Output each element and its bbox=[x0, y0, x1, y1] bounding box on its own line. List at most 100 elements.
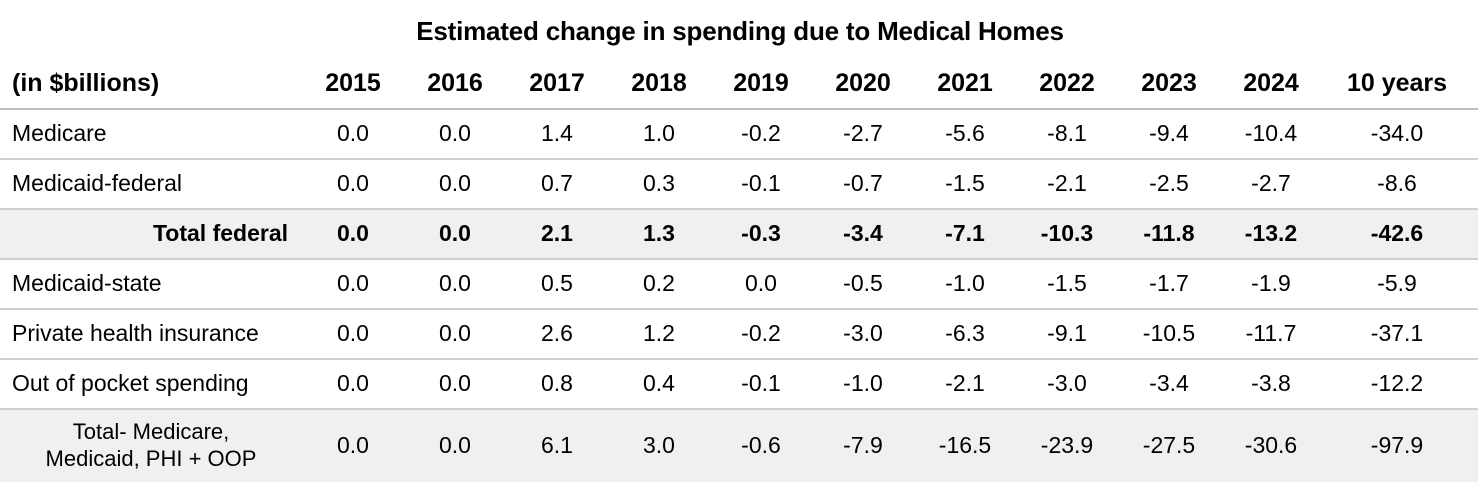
cell: -1.0 bbox=[812, 358, 914, 410]
cell: 0.0 bbox=[302, 358, 404, 410]
cell: -27.5 bbox=[1118, 408, 1220, 482]
cell: 0.2 bbox=[608, 258, 710, 310]
row-label: Private health insurance bbox=[0, 308, 302, 360]
table-body: Medicare 0.0 0.0 1.4 1.0 -0.2 -2.7 -5.6 … bbox=[0, 108, 1478, 482]
cell: 6.1 bbox=[506, 408, 608, 482]
cell: -0.2 bbox=[710, 308, 812, 360]
cell: 0.0 bbox=[302, 408, 404, 482]
column-header-2024: 2024 bbox=[1220, 59, 1322, 110]
cell: 0.0 bbox=[404, 208, 506, 260]
cell: -2.1 bbox=[914, 358, 1016, 410]
cell: 0.0 bbox=[302, 258, 404, 310]
cell: -7.1 bbox=[914, 208, 1016, 260]
column-header-2015: 2015 bbox=[302, 59, 404, 110]
cell: -8.1 bbox=[1016, 108, 1118, 160]
cell-10-years: -42.6 bbox=[1322, 208, 1478, 260]
cell: -0.2 bbox=[710, 108, 812, 160]
column-header-2023: 2023 bbox=[1118, 59, 1220, 110]
row-label: Out of pocket spending bbox=[0, 358, 302, 410]
column-header-2021: 2021 bbox=[914, 59, 1016, 110]
cell: 0.0 bbox=[404, 258, 506, 310]
page-title: Estimated change in spending due to Medi… bbox=[416, 16, 1064, 46]
cell: -10.3 bbox=[1016, 208, 1118, 260]
cell: -16.5 bbox=[914, 408, 1016, 482]
cell: -3.4 bbox=[812, 208, 914, 260]
table-row-private-health-insurance: Private health insurance 0.0 0.0 2.6 1.2… bbox=[0, 308, 1478, 360]
cell: -6.3 bbox=[914, 308, 1016, 360]
cell: -11.7 bbox=[1220, 308, 1322, 360]
cell: 0.4 bbox=[608, 358, 710, 410]
cell: -10.4 bbox=[1220, 108, 1322, 160]
cell: -2.7 bbox=[812, 108, 914, 160]
table-row-out-of-pocket-spending: Out of pocket spending 0.0 0.0 0.8 0.4 -… bbox=[0, 358, 1478, 410]
cell: 1.3 bbox=[608, 208, 710, 260]
cell-10-years: -12.2 bbox=[1322, 358, 1478, 410]
cell: 2.6 bbox=[506, 308, 608, 360]
cell: 0.0 bbox=[302, 108, 404, 160]
cell: -0.1 bbox=[710, 158, 812, 210]
cell: 3.0 bbox=[608, 408, 710, 482]
row-label-line-1: Total- Medicare, bbox=[72, 418, 230, 444]
table-row-medicare: Medicare 0.0 0.0 1.4 1.0 -0.2 -2.7 -5.6 … bbox=[0, 108, 1478, 160]
row-label-line-2: Medicaid, PHI + OOP bbox=[45, 445, 257, 471]
cell: 0.0 bbox=[302, 208, 404, 260]
cell: -3.0 bbox=[812, 308, 914, 360]
cell: 0.0 bbox=[404, 308, 506, 360]
table-row-medicaid-state: Medicaid-state 0.0 0.0 0.5 0.2 0.0 -0.5 … bbox=[0, 258, 1478, 310]
cell: -0.7 bbox=[812, 158, 914, 210]
cell: 0.0 bbox=[404, 158, 506, 210]
cell: -2.1 bbox=[1016, 158, 1118, 210]
column-header-10-years: 10 years bbox=[1322, 59, 1478, 110]
cell-10-years: -97.9 bbox=[1322, 408, 1478, 482]
cell: 0.8 bbox=[506, 358, 608, 410]
cell: -1.9 bbox=[1220, 258, 1322, 310]
cell: -10.5 bbox=[1118, 308, 1220, 360]
cell: -9.1 bbox=[1016, 308, 1118, 360]
cell: -0.3 bbox=[710, 208, 812, 260]
column-header-2017: 2017 bbox=[506, 59, 608, 110]
row-label: Total federal bbox=[0, 208, 302, 260]
cell: -3.8 bbox=[1220, 358, 1322, 410]
cell: -1.0 bbox=[914, 258, 1016, 310]
cell: -13.2 bbox=[1220, 208, 1322, 260]
cell: 2.1 bbox=[506, 208, 608, 260]
column-header-2018: 2018 bbox=[608, 59, 710, 110]
column-header-2020: 2020 bbox=[812, 59, 914, 110]
cell-10-years: -5.9 bbox=[1322, 258, 1478, 310]
cell: -1.5 bbox=[1016, 258, 1118, 310]
cell-10-years: -8.6 bbox=[1322, 158, 1478, 210]
column-header-unit: (in $billions) bbox=[0, 59, 302, 110]
cell: -0.1 bbox=[710, 358, 812, 410]
cell: 0.0 bbox=[404, 408, 506, 482]
cell: 0.0 bbox=[302, 308, 404, 360]
table-header: (in $billions) 2015 2016 2017 2018 2019 … bbox=[0, 59, 1478, 110]
cell: -1.7 bbox=[1118, 258, 1220, 310]
cell: -11.8 bbox=[1118, 208, 1220, 260]
cell: -0.5 bbox=[812, 258, 914, 310]
cell-10-years: -37.1 bbox=[1322, 308, 1478, 360]
cell: 0.0 bbox=[404, 358, 506, 410]
cell: 1.0 bbox=[608, 108, 710, 160]
header-row: (in $billions) 2015 2016 2017 2018 2019 … bbox=[0, 59, 1478, 110]
table-row-total-federal: Total federal 0.0 0.0 2.1 1.3 -0.3 -3.4 … bbox=[0, 208, 1478, 260]
cell: -2.5 bbox=[1118, 158, 1220, 210]
row-label: Medicaid-state bbox=[0, 258, 302, 310]
cell: -7.9 bbox=[812, 408, 914, 482]
column-header-2019: 2019 bbox=[710, 59, 812, 110]
cell: 0.0 bbox=[404, 108, 506, 160]
cell: -3.0 bbox=[1016, 358, 1118, 410]
cell: -2.7 bbox=[1220, 158, 1322, 210]
row-label: Total- Medicare, Medicaid, PHI + OOP bbox=[0, 408, 302, 482]
cell: 0.5 bbox=[506, 258, 608, 310]
cell: -3.4 bbox=[1118, 358, 1220, 410]
row-label: Medicaid-federal bbox=[0, 158, 302, 210]
row-label: Medicare bbox=[0, 108, 302, 160]
cell: 0.3 bbox=[608, 158, 710, 210]
table-row-medicaid-federal: Medicaid-federal 0.0 0.0 0.7 0.3 -0.1 -0… bbox=[0, 158, 1478, 210]
cell: -9.4 bbox=[1118, 108, 1220, 160]
spending-table: (in $billions) 2015 2016 2017 2018 2019 … bbox=[0, 59, 1478, 482]
cell-10-years: -34.0 bbox=[1322, 108, 1478, 160]
cell: 1.2 bbox=[608, 308, 710, 360]
cell: -0.6 bbox=[710, 408, 812, 482]
